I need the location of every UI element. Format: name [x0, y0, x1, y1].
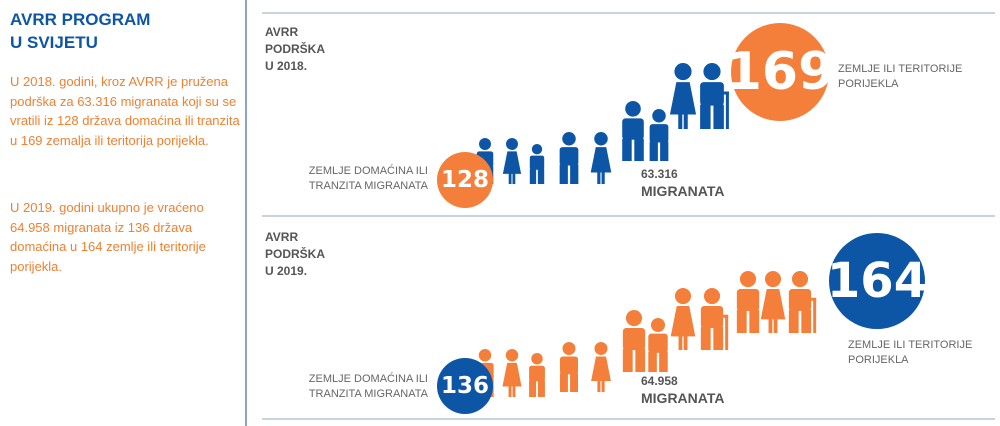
- host-label-2019: ZEMLJE DOMAĆINA ILI TRANZITA MIGRANATA: [272, 372, 428, 402]
- host-label-line: ZEMLJE DOMAĆINA ILI: [308, 165, 428, 177]
- sidebar-title: AVRR PROGRAM U SVIJETU: [10, 8, 150, 54]
- divider-bottom: [262, 418, 995, 420]
- person-icon: [622, 310, 646, 372]
- origin-label-line: ZEMLJE ILI TERITORIJE: [838, 63, 963, 75]
- migrants-number: 64.958: [641, 374, 678, 388]
- origin-countries-badge-2018: 169: [726, 23, 834, 121]
- migrants-label: MIGRANATA: [641, 183, 725, 199]
- person-icon: [788, 271, 817, 333]
- origin-label-line: PORIJEKLA: [838, 78, 899, 90]
- section-label-line: AVRR: [265, 25, 299, 39]
- host-label-line: ZEMLJE DOMAĆINA ILI: [308, 373, 428, 385]
- section-label-line: PODRŠKA: [265, 42, 326, 56]
- section-label-line: U 2019.: [265, 264, 308, 278]
- person-icon: [648, 318, 668, 372]
- sidebar-panel: AVRR PROGRAM U SVIJETU U 2018. godini, k…: [0, 0, 247, 426]
- host-label-2018: ZEMLJE DOMAĆINA ILI TRANZITA MIGRANATA: [272, 164, 428, 194]
- person-icon: [529, 144, 545, 184]
- origin-label-2018: ZEMLJE ILI TERITORIJE PORIJEKLA: [838, 62, 962, 92]
- sidebar-title-line2: U SVIJETU: [10, 33, 98, 52]
- divider-top: [262, 12, 995, 14]
- section-label-2018: AVRR PODRŠKA U 2018.: [265, 24, 325, 75]
- origin-label-line: PORIJEKLA: [848, 354, 909, 366]
- person-icon: [590, 132, 612, 184]
- person-icon: [529, 353, 545, 397]
- origin-label-line: ZEMLJE ILI TERITORIJE: [848, 339, 973, 351]
- origin-label-2019: ZEMLJE ILI TERITORIJE PORIJEKLA: [848, 338, 972, 368]
- migrants-label: MIGRANATA: [641, 390, 725, 406]
- person-icon: [736, 271, 760, 333]
- host-countries-badge-2018: 128: [437, 152, 493, 208]
- section-label-2019: AVRR PODRŠKA U 2019.: [265, 229, 325, 280]
- sidebar-paragraph-2018: U 2018. godini, kroz AVRR je pružena pod…: [10, 74, 240, 148]
- person-icon: [622, 101, 644, 161]
- person-icon: [502, 138, 522, 184]
- sidebar-paragraph-2019: U 2019. godini ukupno je vraćeno 64.958 …: [10, 200, 206, 274]
- section-label-line: AVRR: [265, 230, 299, 244]
- person-icon: [560, 342, 578, 392]
- migrants-count-2018: 63.316 MIGRANATA: [641, 166, 724, 200]
- person-icon: [670, 288, 696, 350]
- migrants-count-2019: 64.958 MIGRANATA: [641, 373, 724, 407]
- section-label-line: U 2018.: [265, 59, 308, 73]
- origin-countries-badge-2019: 164: [827, 233, 927, 329]
- people-group-2019: [476, 271, 817, 397]
- migrants-number: 63.316: [641, 167, 678, 181]
- person-icon: [502, 349, 522, 397]
- host-label-line: TRANZITA MIGRANATA: [308, 180, 428, 192]
- section-label-line: PODRŠKA: [265, 247, 326, 261]
- person-icon: [591, 342, 611, 392]
- person-icon: [559, 132, 579, 184]
- person-icon: [700, 288, 729, 350]
- person-icon: [649, 109, 669, 161]
- person-icon: [760, 271, 786, 333]
- host-label-line: TRANZITA MIGRANATA: [308, 388, 428, 400]
- sidebar-title-line1: AVRR PROGRAM: [10, 10, 151, 29]
- person-icon: [700, 63, 729, 129]
- divider-middle: [262, 215, 995, 217]
- person-icon: [669, 63, 697, 129]
- host-countries-badge-2019: 136: [437, 358, 493, 414]
